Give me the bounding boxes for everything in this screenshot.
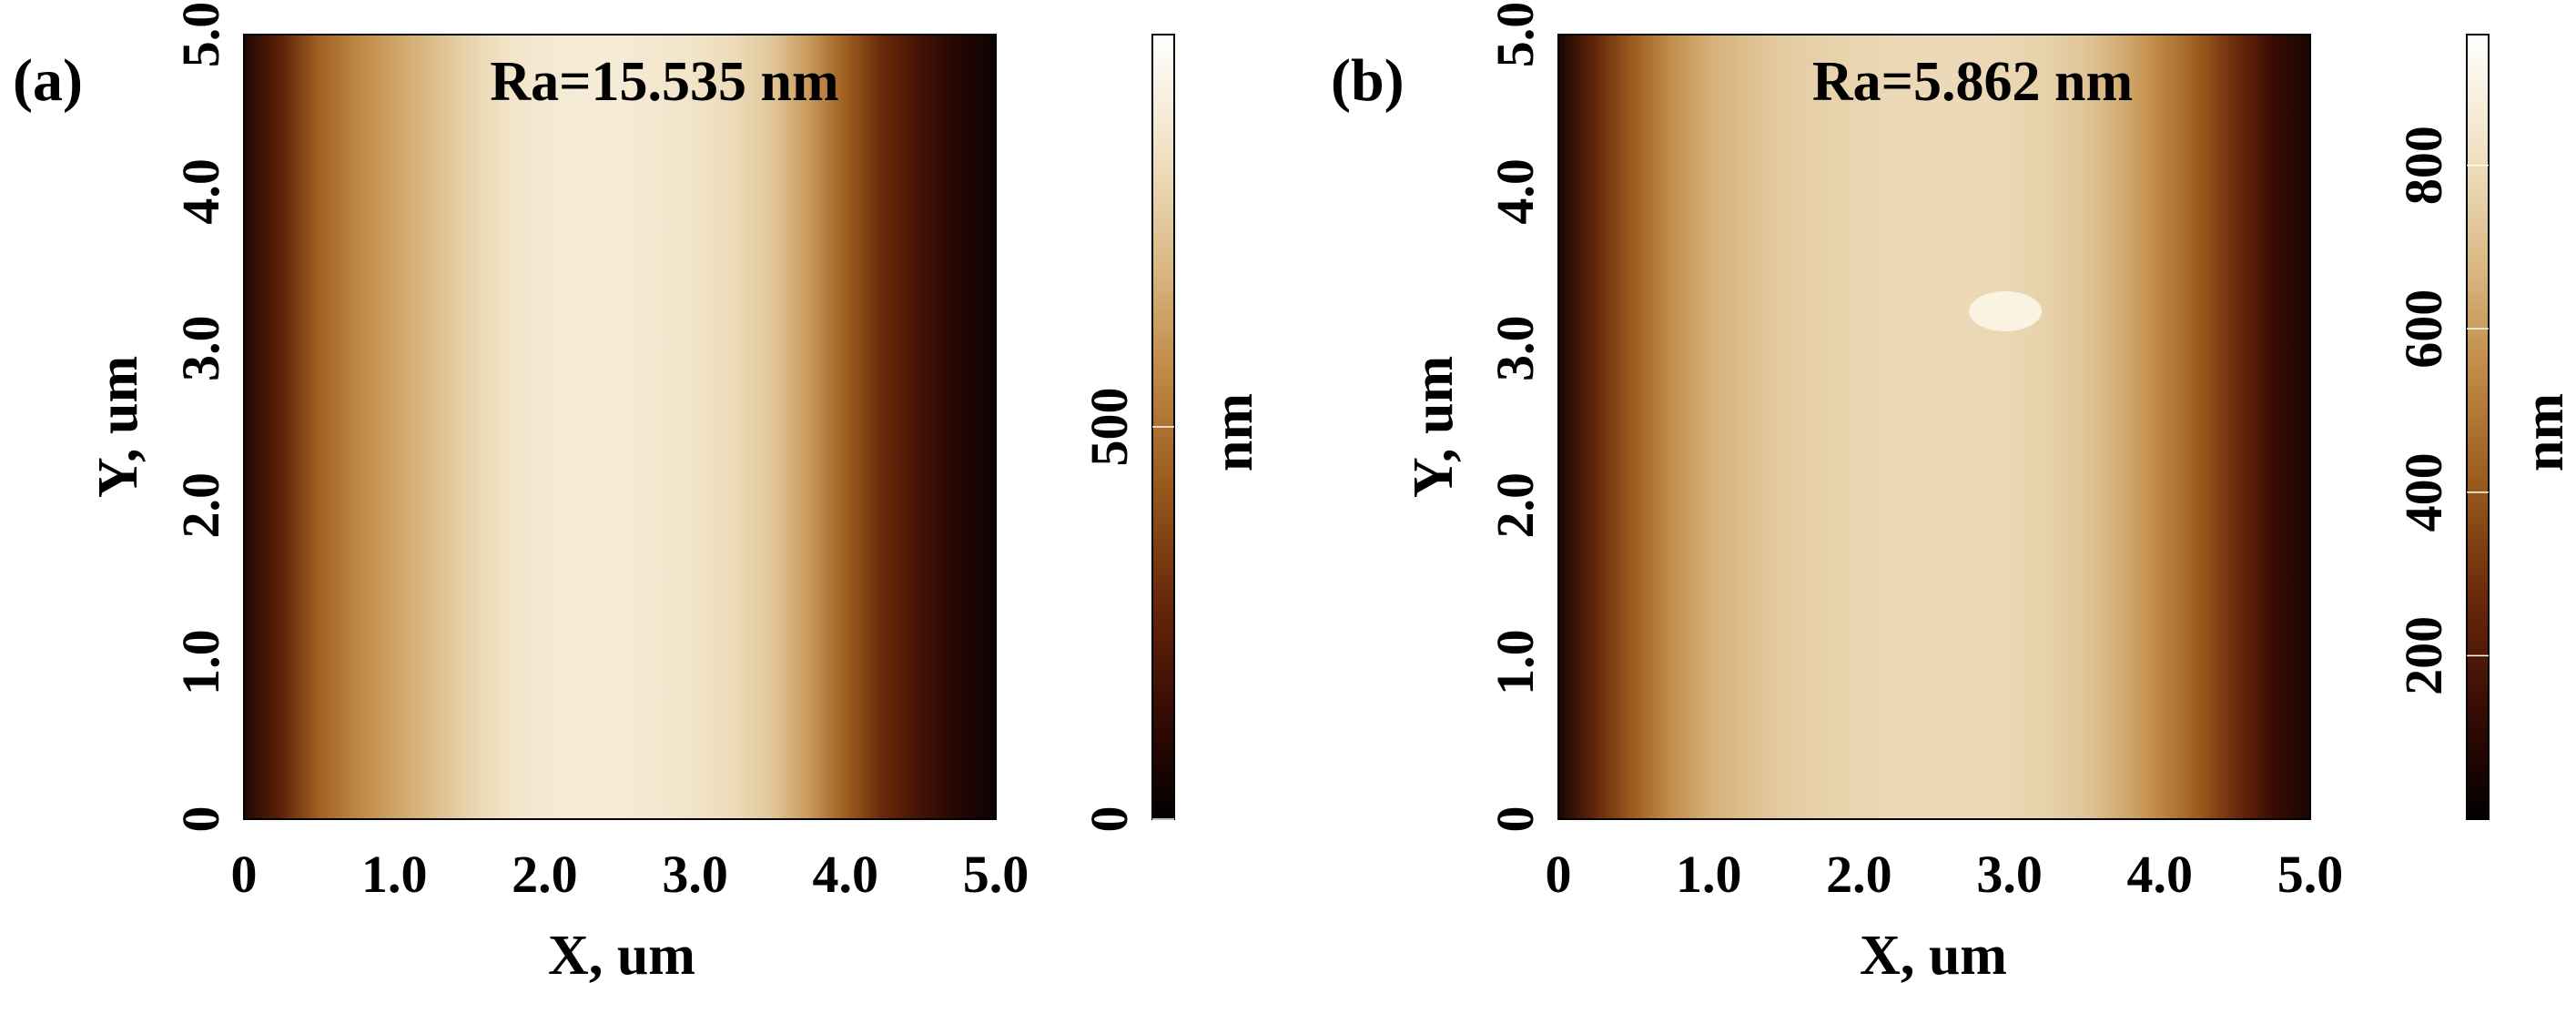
panel-a-colorbar-label: nm bbox=[1202, 393, 1264, 471]
panel-b-roughness-annotation: Ra=5.862 nm bbox=[1812, 51, 2133, 113]
colorbar-tick-label: 500 bbox=[1080, 388, 1139, 467]
y-tick-label: 1.0 bbox=[1486, 629, 1545, 695]
panel-b-x-axis-label: X, um bbox=[1860, 925, 2007, 987]
panel-b-x-ticks: 0 1.0 2.0 3.0 4.0 5.0 bbox=[1546, 845, 2344, 904]
panel-a-y-ticks: 0 1.0 2.0 3.0 4.0 5.0 bbox=[171, 2, 230, 833]
x-tick-label: 1.0 bbox=[361, 845, 428, 904]
colorbar-tick-label: 0 bbox=[1080, 806, 1139, 833]
panel-b-height-map bbox=[1558, 35, 2310, 819]
panel-a: (a) Ra=15.535 nm 0 1.0 2.0 3.0 4.0 5.0 0 1.0 2.… bbox=[13, 2, 1264, 987]
x-tick-label: 4.0 bbox=[2127, 845, 2194, 904]
panel-a-x-axis-label: X, um bbox=[548, 925, 695, 987]
panel-b-colorbar bbox=[2467, 35, 2489, 819]
y-tick-label: 4.0 bbox=[171, 158, 230, 225]
panel-b-colorbar-label: nm bbox=[2513, 393, 2575, 471]
panel-b-map-border bbox=[1557, 34, 2311, 820]
panel-a-roughness-annotation: Ra=15.535 nm bbox=[490, 51, 838, 113]
colorbar-tick-label: 600 bbox=[2394, 289, 2453, 369]
panel-a-label: (a) bbox=[13, 47, 83, 114]
panel-b-label: (b) bbox=[1331, 47, 1405, 114]
x-tick-label: 2.0 bbox=[512, 845, 578, 904]
y-tick-label: 1.0 bbox=[171, 629, 230, 695]
colorbar-tick-label: 800 bbox=[2394, 126, 2453, 205]
panel-a-colorbar-ticks: 0 500 bbox=[1080, 388, 1174, 833]
colorbar-tick-label: 400 bbox=[2394, 452, 2453, 532]
y-tick-label: 5.0 bbox=[1486, 2, 1545, 68]
x-tick-label: 0 bbox=[1546, 845, 1572, 904]
x-tick-label: 3.0 bbox=[662, 845, 728, 904]
y-tick-label: 0 bbox=[171, 806, 230, 833]
y-tick-label: 3.0 bbox=[171, 316, 230, 382]
y-tick-label: 4.0 bbox=[1486, 158, 1545, 225]
panel-b-y-ticks: 0 1.0 2.0 3.0 4.0 5.0 bbox=[1486, 2, 1545, 833]
colorbar-tick-label: 200 bbox=[2394, 616, 2453, 695]
x-tick-label: 1.0 bbox=[1676, 845, 1742, 904]
y-tick-label: 5.0 bbox=[171, 2, 230, 68]
x-tick-label: 3.0 bbox=[1976, 845, 2043, 904]
x-tick-label: 0 bbox=[231, 845, 258, 904]
panel-b-particle-highlight bbox=[1969, 291, 2042, 331]
x-tick-label: 5.0 bbox=[963, 845, 1029, 904]
panel-a-y-axis-label: Y, um bbox=[87, 356, 149, 498]
panel-a-x-ticks: 0 1.0 2.0 3.0 4.0 5.0 bbox=[231, 845, 1029, 904]
panel-b-colorbar-border bbox=[2466, 34, 2490, 820]
panel-a-height-map bbox=[244, 35, 996, 819]
y-tick-label: 0 bbox=[1486, 806, 1545, 833]
panel-b-colorbar-ticks: 200 400 600 800 bbox=[2394, 126, 2489, 695]
x-tick-label: 4.0 bbox=[813, 845, 879, 904]
panel-a-map-border bbox=[243, 34, 997, 820]
x-tick-label: 2.0 bbox=[1826, 845, 1892, 904]
x-tick-label: 5.0 bbox=[2277, 845, 2344, 904]
y-tick-label: 2.0 bbox=[1486, 472, 1545, 539]
y-tick-label: 3.0 bbox=[1486, 316, 1545, 382]
panel-b: (b) Ra=5.862 nm 0 1.0 2.0 3.0 4.0 5.0 0 1.0 2.0… bbox=[1331, 2, 2575, 987]
y-tick-label: 2.0 bbox=[171, 472, 230, 539]
panel-b-y-axis-label: Y, um bbox=[1403, 356, 1465, 498]
